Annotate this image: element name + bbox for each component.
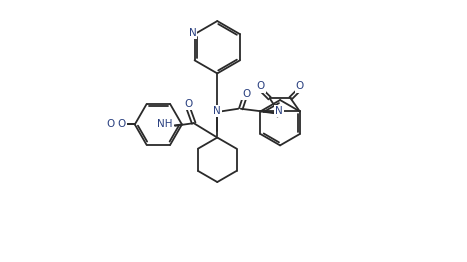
- Text: O: O: [118, 119, 126, 129]
- Text: O: O: [242, 89, 250, 99]
- Text: N: N: [189, 28, 197, 37]
- Text: O: O: [117, 119, 125, 129]
- Text: N: N: [275, 106, 283, 116]
- Text: O: O: [296, 81, 304, 91]
- Text: NH: NH: [157, 119, 173, 129]
- Text: N: N: [213, 106, 221, 116]
- Text: O: O: [256, 81, 265, 91]
- Text: O: O: [106, 119, 115, 129]
- Text: O: O: [184, 99, 192, 109]
